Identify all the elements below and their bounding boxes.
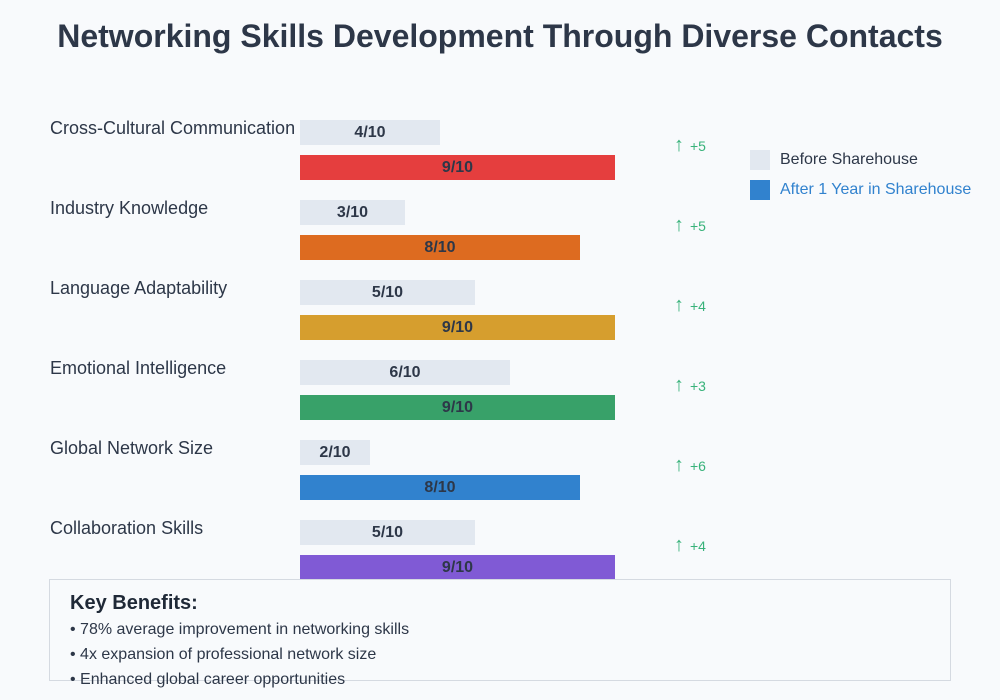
improvement-value: +4 xyxy=(690,538,706,554)
before-bar: 5/10 xyxy=(300,280,475,305)
improvement-value: +5 xyxy=(690,218,706,234)
skill-group: Cross-Cultural Communication 4/10 9/10 ↑ +5 xyxy=(0,118,1000,200)
legend-swatch-before xyxy=(750,150,770,170)
improvement-indicator: ↑ +3 xyxy=(674,374,706,397)
improvement-value: +6 xyxy=(690,458,706,474)
skill-label: Cross-Cultural Communication xyxy=(50,118,296,138)
benefit-item: • Enhanced global career opportunities xyxy=(70,671,346,688)
arrow-up-icon: ↑ xyxy=(674,454,684,476)
skill-label: Language Adaptability xyxy=(50,278,228,298)
after-bar: 9/10 xyxy=(300,555,615,580)
key-benefits-title: Key Benefits: xyxy=(70,592,198,614)
after-bar: 9/10 xyxy=(300,155,615,180)
skill-group: Emotional Intelligence 6/10 9/10 ↑ +3 xyxy=(0,358,1000,440)
after-bar: 9/10 xyxy=(300,395,615,420)
before-bar: 2/10 xyxy=(300,440,370,465)
skill-label: Collaboration Skills xyxy=(50,518,204,538)
skill-group: Language Adaptability 5/10 9/10 ↑ +4 xyxy=(0,278,1000,360)
skill-label: Emotional Intelligence xyxy=(50,358,227,378)
after-bar: 8/10 xyxy=(300,475,580,500)
before-bar: 5/10 xyxy=(300,520,475,545)
improvement-value: +5 xyxy=(690,138,706,154)
key-benefits-box: Key Benefits: • 78% average improvement … xyxy=(49,579,951,688)
arrow-up-icon: ↑ xyxy=(674,534,684,556)
benefit-item: • 78% average improvement in networking … xyxy=(70,621,410,638)
skill-label: Industry Knowledge xyxy=(50,198,209,218)
legend-label-before: Before Sharehouse xyxy=(780,151,918,168)
improvement-indicator: ↑ +5 xyxy=(674,214,706,237)
after-bar: 8/10 xyxy=(300,235,580,260)
benefit-item: • 4x expansion of professional network s… xyxy=(70,646,377,663)
before-bar: 3/10 xyxy=(300,200,405,225)
arrow-up-icon: ↑ xyxy=(674,134,684,156)
legend-swatch-after xyxy=(750,180,770,200)
after-bar: 9/10 xyxy=(300,315,615,340)
improvement-value: +4 xyxy=(690,298,706,314)
arrow-up-icon: ↑ xyxy=(674,214,684,236)
improvement-value: +3 xyxy=(690,378,706,394)
arrow-up-icon: ↑ xyxy=(674,374,684,396)
before-bar: 6/10 xyxy=(300,360,510,385)
improvement-indicator: ↑ +5 xyxy=(674,134,706,157)
arrow-up-icon: ↑ xyxy=(674,294,684,316)
improvement-indicator: ↑ +6 xyxy=(674,454,706,477)
improvement-indicator: ↑ +4 xyxy=(674,534,706,557)
improvement-indicator: ↑ +4 xyxy=(674,294,706,317)
skill-label: Global Network Size xyxy=(50,438,214,458)
skill-group: Industry Knowledge 3/10 8/10 ↑ +5 xyxy=(0,198,1000,280)
chart-title: Networking Skills Development Through Di… xyxy=(57,18,943,54)
skill-group: Collaboration Skills 5/10 9/10 ↑ +4 xyxy=(0,518,1000,600)
legend-label-after: After 1 Year in Sharehouse xyxy=(780,181,972,198)
before-bar: 4/10 xyxy=(300,120,440,145)
skill-group: Global Network Size 2/10 8/10 ↑ +6 xyxy=(0,438,1000,520)
